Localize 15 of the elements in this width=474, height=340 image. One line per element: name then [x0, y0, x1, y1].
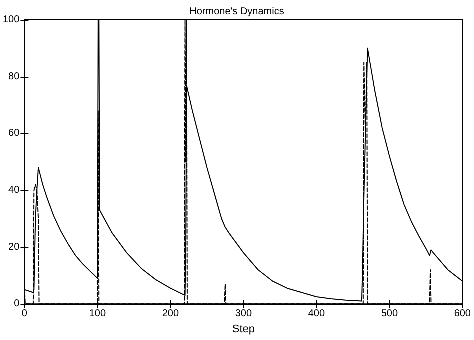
- x-tick-label: 500: [381, 308, 398, 320]
- y-tick-label: 20: [8, 242, 20, 253]
- x-tick-label: 400: [308, 308, 326, 320]
- x-tick-label: 600: [454, 308, 472, 320]
- x-tick-label: 100: [89, 308, 106, 320]
- x-tick-label: 0: [22, 308, 28, 320]
- y-tick-label: 80: [8, 71, 20, 82]
- y-tick-label: 0: [14, 298, 20, 310]
- y-tick-label: 100: [2, 14, 20, 26]
- y-tick-label: 40: [8, 184, 20, 196]
- x-axis-title: Step: [232, 324, 255, 336]
- y-tick-label: 60: [8, 128, 20, 140]
- x-tick-label: 200: [162, 308, 180, 320]
- chart-title: Hormone's Dynamics: [190, 6, 284, 18]
- x-tick-label: 300: [235, 308, 252, 320]
